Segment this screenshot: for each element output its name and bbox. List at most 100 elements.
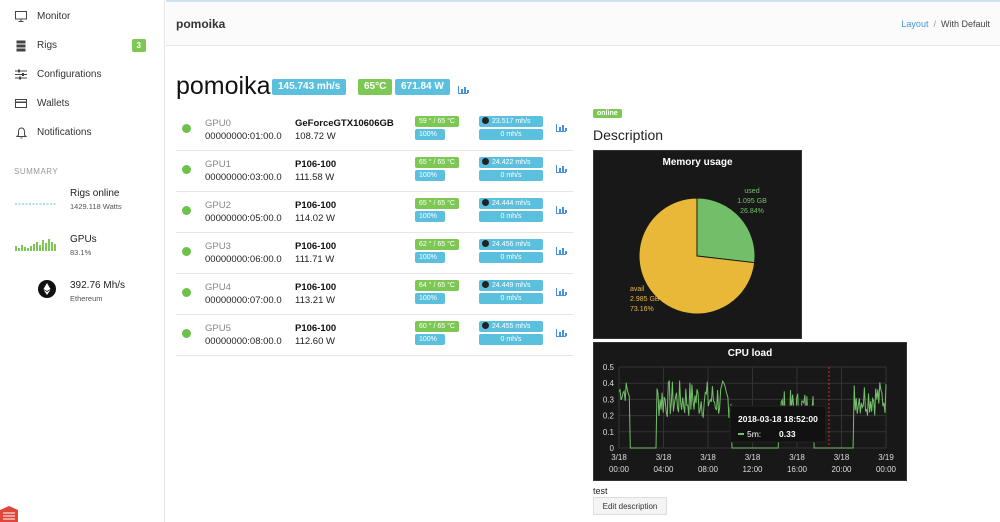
ethereum-coin-icon [482,117,489,124]
x-tick-time: 00:00 [609,465,630,474]
gpu-chart-icon[interactable] [556,247,567,255]
gpu-chart-icon[interactable] [556,288,567,296]
gpu-model: P106-100 [295,282,337,293]
ethereum-coin-icon [482,322,489,329]
x-tick-date: 3/19 [878,453,894,462]
nav-wallets[interactable]: Wallets [0,89,164,118]
gpu-hashrate-badge: 24.444 mh/s [479,198,543,209]
gpu-fan-badge: 100% [415,293,445,304]
nav-monitor[interactable]: Monitor [0,2,164,31]
rig-power-badge: 671.84 W [395,79,450,95]
nav-rigs-label: Rigs [37,40,58,51]
online-dot-icon [182,165,191,174]
gpu-bus-id: 00000000:06:00.0 [205,254,282,265]
pie-label-used: 26.84% [740,208,764,215]
gpu-fan-badge: 100% [415,129,445,140]
gpu-hashrate-value: 24.422 mh/s [492,159,531,166]
gpu-hashrate-badge: 23.517 mh/s [479,116,543,127]
gpu-temp-badge: 65 ° / 65 °C [415,157,459,168]
cpu-load-series-line [618,379,887,449]
x-tick-time: 04:00 [653,465,674,474]
y-tick-label: 0.4 [603,379,615,388]
tooltip-time: 2018-03-18 18:52:00 [738,414,818,424]
ethereum-coin-icon [482,158,489,165]
ethereum-coin-icon [482,199,489,206]
gpu-fan-badge: 100% [415,211,445,222]
gpu-fan-badge: 100% [415,170,445,181]
gpu-power: 111.71 W [295,254,335,265]
summary-rigs-online: Rigs online 1429.118 Watts [0,188,164,226]
summary-gpus-pct: 83.1% [70,248,92,257]
tooltip-box [729,405,827,443]
memory-usage-panel: Memory usage used 1.095 GB 26.84% avail 2.98… [593,150,802,339]
memory-pie-chart: used 1.095 GB 26.84% avail 2.985 GB 73.16% [630,188,767,315]
gpu-bus-id: 00000000:01:00.0 [205,131,282,142]
sliders-icon [14,68,28,82]
gpu-name: GPU1 [205,159,231,170]
summary-gpus-label: GPUs [70,234,97,245]
summary-gpus: GPUs 83.1% [0,234,164,272]
gpu-hashrate-badge: 24.422 mh/s [479,157,543,168]
breadcrumb-layout-link[interactable]: Layout [901,19,929,29]
gpu-hashrate-badge: 24.455 mh/s [479,321,543,332]
x-tick-time: 08:00 [698,465,719,474]
ethereum-icon [38,280,56,298]
summary-rigs-label: Rigs online [70,188,120,199]
gpu-hashrate-value: 24.444 mh/s [492,200,531,207]
gpu-hashrate-value: 23.517 mh/s [492,118,531,125]
gpu-power: 112.60 W [295,336,335,347]
gpu-name: GPU2 [205,200,231,211]
top-bar: pomoika Layout / With Default [166,0,1000,46]
online-dot-icon [182,206,191,215]
gpu-row: GPU2 00000000:05:00.0 P106-100 114.02 W 65 °… [176,192,573,233]
gpu-bus-id: 00000000:05:00.0 [205,213,282,224]
gpu-name: GPU3 [205,241,231,252]
gpu-chart-icon[interactable] [556,124,567,132]
pie-slice-avail [638,197,756,315]
gpus-bars-icon [15,239,56,251]
y-tick-label: 0.2 [603,412,615,421]
gpu-name: GPU5 [205,323,231,334]
gpu-chart-icon[interactable] [556,206,567,214]
summary-rigs-watts: 1429.118 Watts [70,202,122,211]
nav-rigs[interactable]: Rigs 3 [0,31,164,60]
nav-wallets-label: Wallets [37,98,70,109]
gpu-temp-badge: 62 ° / 65 °C [415,239,459,250]
gpu-name: GPU0 [205,118,231,129]
rig-chart-icon[interactable] [458,86,469,94]
summary-title: SUMMARY [14,167,59,176]
gpu-model: P106-100 [295,241,337,252]
x-tick-time: 20:00 [831,465,852,474]
x-tick-date: 3/18 [789,453,805,462]
rigs-sparkline-icon [15,203,57,205]
app-logo-icon [0,506,18,522]
pie-slice-used [696,197,756,264]
summary-hashrate: 392.76 Mh/s Ethereum [0,280,164,318]
gpu-shares-badge: 0 mh/s [479,293,543,304]
rig-hashrate-badge: 145.743 mh/s [272,79,347,95]
x-tick-time: 00:00 [876,465,897,474]
gpu-hashrate-badge: 24.456 mh/s [479,239,543,250]
gpu-chart-icon[interactable] [556,329,567,337]
online-dot-icon [182,124,191,133]
nav-notifications[interactable]: Notifications [0,118,164,147]
summary-hashrate-coin: Ethereum [70,294,103,303]
x-tick-date: 3/18 [834,453,850,462]
gpu-row: GPU5 00000000:08:00.0 P106-100 112.60 W 60 °… [176,315,573,356]
gpu-shares-badge: 0 mh/s [479,252,543,263]
rigs-count-badge: 3 [131,39,146,52]
nav-configurations[interactable]: Configurations [0,60,164,89]
gpu-hashrate-badge: 24.449 mh/s [479,280,543,291]
page-title: pomoika [176,17,226,31]
edit-description-button[interactable]: Edit description [593,497,667,515]
monitor-icon [14,10,28,24]
gpu-row: GPU0 00000000:01:00.0 GeForceGTX10606GB 108… [176,110,573,151]
gpu-fan-badge: 100% [415,252,445,263]
gpu-table: GPU0 00000000:01:00.0 GeForceGTX10606GB 108… [176,110,573,356]
sidebar: Monitor Rigs 3 Configurations Wallets No… [0,0,165,522]
cpu-load-chart: CPU load0.50.40.30.20.103/1800:003/1804:… [603,348,897,474]
gpu-model: P106-100 [295,159,337,170]
gpu-chart-icon[interactable] [556,165,567,173]
x-tick-time: 16:00 [787,465,808,474]
server-icon [14,39,28,53]
